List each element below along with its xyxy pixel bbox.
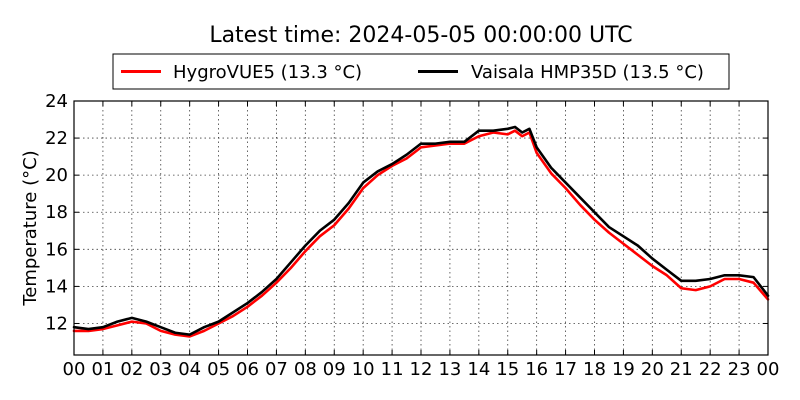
y-tick-label: 24	[45, 91, 68, 112]
x-tick-label: 02	[120, 359, 143, 380]
y-tick-label: 16	[45, 239, 68, 260]
x-tick-label: 09	[323, 359, 346, 380]
x-tick-label: 19	[612, 359, 635, 380]
x-tick-label: 10	[352, 359, 375, 380]
x-tick-label: 03	[149, 359, 172, 380]
x-tick-label: 07	[265, 359, 288, 380]
legend: HygroVUE5 (13.3 °C) Vaisala HMP35D (13.5…	[112, 53, 730, 90]
x-tick-label: 05	[207, 359, 230, 380]
x-tick-label: 20	[641, 359, 664, 380]
x-tick-label: 01	[91, 359, 114, 380]
x-tick-labels: 00 01 02 03 04 05 06 07 08 09 10 11 12 13 14 15 16 17 18 19…	[63, 359, 780, 380]
series-line-vaisala	[72, 125, 770, 336]
x-tick-label: 22	[699, 359, 722, 380]
x-tick-label: 15	[496, 359, 519, 380]
y-tick-label: 12	[45, 313, 68, 334]
y-axis-label: Temperature (°C)	[20, 150, 41, 306]
chart-title: Latest time: 2024-05-05 00:00:00 UTC	[209, 23, 632, 48]
x-tick-label: 00	[63, 359, 86, 380]
legend-label-vaisala: Vaisala HMP35D (13.5 °C)	[471, 62, 704, 83]
x-tick-label: 13	[438, 359, 461, 380]
x-tick-label: 16	[525, 359, 548, 380]
x-tick-label: 18	[583, 359, 606, 380]
x-tick-label: 11	[381, 359, 404, 380]
y-tick-label: 22	[45, 128, 68, 149]
x-tick-label: 21	[670, 359, 693, 380]
legend-label-hygrovue5: HygroVUE5 (13.3 °C)	[173, 62, 362, 83]
grid-lines	[74, 101, 768, 355]
x-tick-label: 04	[178, 359, 201, 380]
x-tick-label: 23	[728, 359, 751, 380]
x-tick-label: 14	[467, 359, 490, 380]
ticks	[73, 100, 769, 355]
y-tick-labels: 12 14 16 18 20 22 24	[45, 91, 68, 334]
y-tick-label: 20	[45, 165, 68, 186]
series-lines	[72, 125, 770, 338]
series-line-hygrovue5	[72, 129, 770, 338]
x-tick-label: 17	[554, 359, 577, 380]
x-tick-label: 00	[757, 359, 780, 380]
y-tick-label: 14	[45, 276, 68, 297]
x-tick-label: 12	[410, 359, 433, 380]
x-tick-label: 08	[294, 359, 317, 380]
y-tick-label: 18	[45, 202, 68, 223]
x-tick-label: 06	[236, 359, 259, 380]
